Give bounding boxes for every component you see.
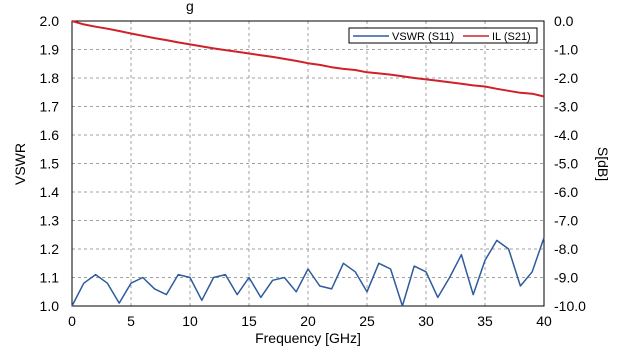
y-right-tick-label: -5.0 xyxy=(554,156,578,172)
y-left-axis-title: VSWR xyxy=(12,143,28,185)
y-left-tick-label: 1.1 xyxy=(40,270,60,286)
x-tick-label: 25 xyxy=(359,313,375,329)
y-left-tick-label: 1.8 xyxy=(40,70,60,86)
x-tick-label: 30 xyxy=(418,313,434,329)
plot-frame xyxy=(71,20,545,307)
y-left-tick-label: 1.0 xyxy=(40,298,60,314)
y-right-tick-label: -4.0 xyxy=(554,127,578,143)
legend: VSWR (S11) IL (S21) xyxy=(348,27,538,44)
y-right-tick-label: -6.0 xyxy=(554,184,578,200)
y-right-tick-label: -10.0 xyxy=(554,298,586,314)
x-tick-labels: 0 5 10 15 20 25 30 35 40 xyxy=(68,313,552,329)
series-layer xyxy=(71,20,545,307)
legend-label-il: IL (S21) xyxy=(492,31,531,43)
y-right-tick-label: -3.0 xyxy=(554,99,578,115)
x-tick-label: 35 xyxy=(477,313,493,329)
y-left-tick-label: 1.7 xyxy=(40,99,60,115)
x-tick-label: 5 xyxy=(127,313,135,329)
y-right-tick-label: 0.0 xyxy=(554,13,574,29)
y-right-axis-title: S[dB] xyxy=(595,147,611,181)
x-tick-label: 0 xyxy=(68,313,76,329)
x-axis-title: Frequency [GHz] xyxy=(255,330,361,346)
legend-label-vswr: VSWR (S11) xyxy=(392,31,454,43)
chart-header-fragment: g xyxy=(186,0,194,14)
y-left-tick-label: 1.3 xyxy=(40,213,60,229)
x-tick-label: 10 xyxy=(182,313,198,329)
y-right-tick-label: -7.0 xyxy=(554,213,578,229)
y-right-tick-label: -2.0 xyxy=(554,70,578,86)
grid xyxy=(72,21,544,306)
y-right-tick-label: -8.0 xyxy=(554,241,578,257)
x-tick-label: 40 xyxy=(536,313,552,329)
y-left-tick-label: 1.9 xyxy=(40,42,60,58)
y-left-tick-label: 1.4 xyxy=(40,184,60,200)
y-left-tick-labels: 1.0 1.1 1.2 1.3 1.4 1.5 1.6 1.7 1.8 1.9 2.0 xyxy=(40,13,60,314)
y-right-tick-label: -9.0 xyxy=(554,270,578,286)
x-tick-label: 15 xyxy=(241,313,257,329)
legend-box xyxy=(348,27,538,44)
y-left-tick-label: 1.5 xyxy=(40,156,60,172)
y-right-tick-label: -1.0 xyxy=(554,42,578,58)
y-left-tick-label: 2.0 xyxy=(40,13,60,29)
series-line-il xyxy=(71,20,545,98)
series-line-vswr xyxy=(71,237,545,307)
y-left-tick-label: 1.6 xyxy=(40,127,60,143)
y-right-tick-labels: -10.0 -9.0 -8.0 -7.0 -6.0 -5.0 -4.0 -3.0 -2.0 -1.… xyxy=(554,13,586,314)
x-tick-label: 20 xyxy=(300,313,316,329)
y-left-tick-label: 1.2 xyxy=(40,241,60,257)
